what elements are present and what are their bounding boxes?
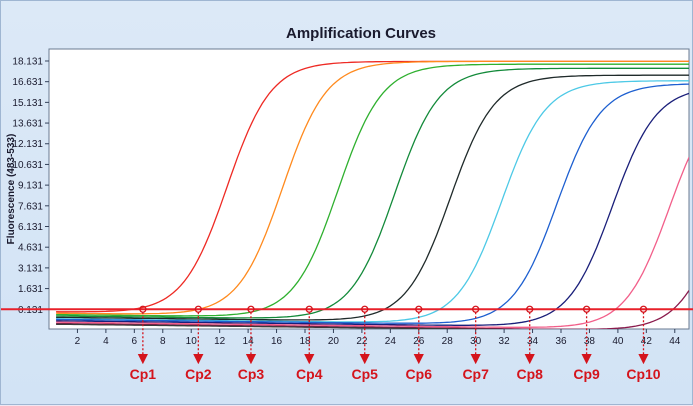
x-tick-label: 12	[214, 336, 226, 347]
cp-label: Cp7	[462, 366, 489, 382]
x-tick-label: 16	[271, 336, 283, 347]
y-tick-label: 10.631	[12, 160, 43, 171]
cp-label: Cp6	[406, 366, 433, 382]
cp-label: Cp3	[238, 366, 265, 382]
y-tick-label: 15.131	[12, 98, 43, 109]
y-tick-label: 12.131	[12, 139, 43, 150]
cp-label: Cp9	[573, 366, 600, 382]
x-tick-label: 10	[186, 336, 198, 347]
y-axis-ticks: 18.131 16.631 15.131 13.631 12.131 10.631 9.13…	[12, 56, 49, 315]
y-tick-label: 3.131	[18, 263, 43, 274]
y-tick-label: 6.131	[18, 222, 43, 233]
x-tick-label: 6	[132, 336, 138, 347]
x-tick-label: 24	[385, 336, 397, 347]
y-tick-label: 4.631	[18, 243, 43, 254]
x-tick-label: 14	[243, 336, 255, 347]
y-tick-label: 16.631	[12, 77, 43, 88]
chart-title: Amplification Curves	[286, 25, 436, 42]
y-tick-label: 9.131	[18, 181, 43, 192]
x-tick-label: 8	[160, 336, 166, 347]
cp-label: Cp2	[185, 366, 212, 382]
cp-label: Cp1	[130, 366, 157, 382]
y-tick-label: 7.631	[18, 201, 43, 212]
x-tick-label: 20	[328, 336, 340, 347]
x-tick-label: 36	[555, 336, 567, 347]
y-axis-label: Fluorescence (483-533)	[6, 134, 17, 245]
x-tick-label: 2	[75, 336, 81, 347]
x-tick-label: 32	[499, 336, 511, 347]
x-tick-label: 40	[612, 336, 624, 347]
cp-label: Cp8	[516, 366, 543, 382]
y-tick-label: 13.631	[12, 119, 43, 130]
y-tick-label: 1.631	[18, 284, 43, 295]
x-tick-label: 4	[103, 336, 109, 347]
y-tick-label: 18.131	[12, 56, 43, 67]
x-tick-label: 38	[584, 336, 596, 347]
x-tick-label: 28	[442, 336, 454, 347]
x-tick-label: 34	[527, 336, 539, 347]
cp-label: Cp10	[626, 366, 660, 382]
x-axis-ticks: 2 4 6 8 10 12 14 16 18 20 22 24 26 28 30 32 34 36 38 40 42 44	[75, 329, 681, 347]
x-tick-label: 42	[641, 336, 653, 347]
x-tick-label: 22	[356, 336, 368, 347]
x-tick-label: 44	[669, 336, 681, 347]
cp-label: Cp5	[352, 366, 379, 382]
plot-area	[49, 49, 689, 329]
cp-label: Cp4	[296, 366, 323, 382]
